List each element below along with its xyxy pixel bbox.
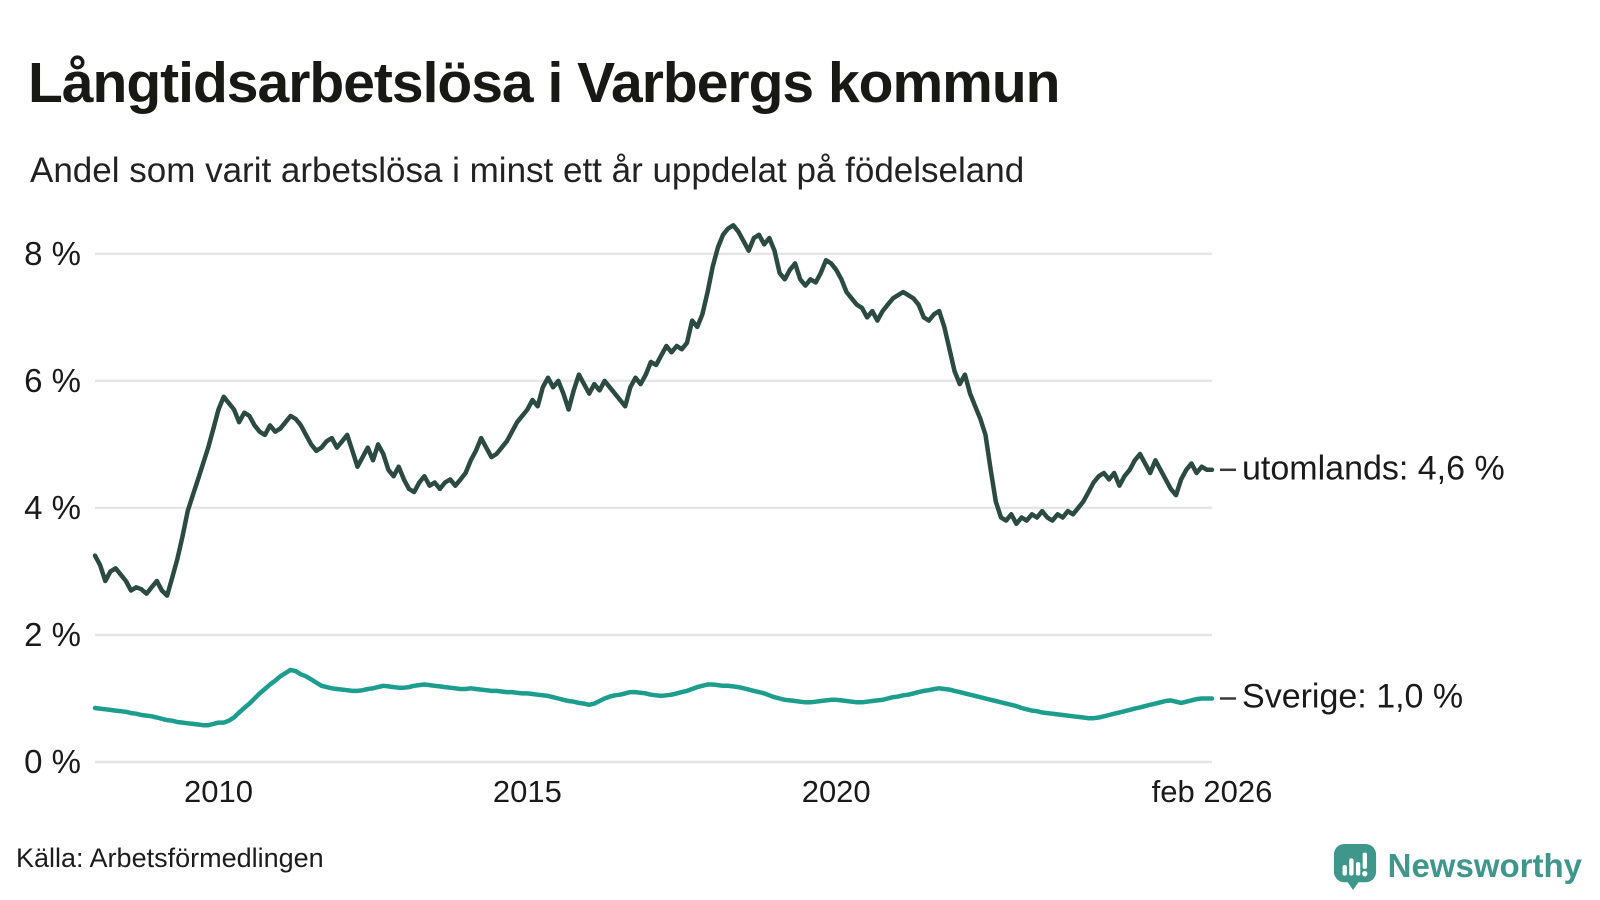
source-note: Källa: Arbetsförmedlingen bbox=[16, 843, 324, 873]
newsworthy-bubble-icon bbox=[1333, 843, 1376, 890]
x-tick-label: 2010 bbox=[184, 774, 253, 809]
series-line-Sverige bbox=[92, 667, 1215, 728]
y-tick-label: 8 % bbox=[24, 235, 81, 272]
x-tick-label: feb 2026 bbox=[1152, 774, 1273, 809]
series-line-utomlands bbox=[92, 223, 1215, 598]
x-tick-label: 2020 bbox=[802, 774, 871, 809]
series-label-sverige: Sverige: 1,0 % bbox=[1242, 678, 1464, 717]
y-tick-label: 2 % bbox=[24, 616, 81, 653]
y-tick-label: 4 % bbox=[24, 489, 81, 526]
newsworthy-logo-text: Newsworthy bbox=[1387, 847, 1582, 884]
y-tick-label: 0 % bbox=[24, 743, 81, 780]
series-label-utomlands: utomlands: 4,6 % bbox=[1242, 449, 1505, 488]
y-tick-label: 6 % bbox=[24, 362, 81, 399]
newsworthy-logo[interactable]: Newsworthy bbox=[1332, 842, 1582, 890]
x-tick-label: 2015 bbox=[493, 774, 562, 809]
page-title: Långtidsarbetslösa i Varbergs kommun bbox=[28, 51, 1060, 116]
page-subtitle: Andel som varit arbetslösa i minst ett å… bbox=[30, 151, 1025, 190]
